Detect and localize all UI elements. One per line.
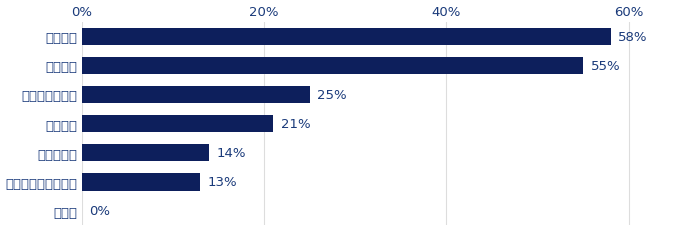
Bar — [82, 144, 209, 162]
Text: 58%: 58% — [618, 31, 647, 44]
Text: 55%: 55% — [590, 60, 620, 73]
Bar — [82, 57, 583, 75]
Bar — [82, 28, 611, 46]
Text: 14%: 14% — [217, 146, 246, 159]
Bar — [82, 86, 309, 104]
Bar — [82, 173, 201, 191]
Bar — [82, 115, 273, 133]
Text: 25%: 25% — [317, 89, 347, 102]
Text: 13%: 13% — [207, 176, 237, 188]
Text: 21%: 21% — [281, 118, 310, 131]
Text: 0%: 0% — [89, 204, 110, 217]
